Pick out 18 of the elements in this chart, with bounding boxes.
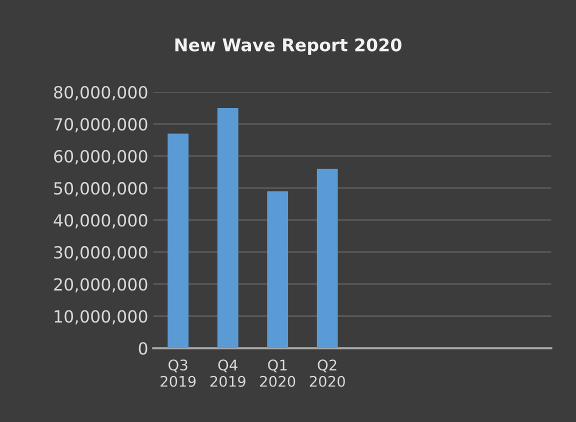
y-tick-label: 20,000,000 <box>54 278 148 292</box>
bar <box>267 191 288 348</box>
x-tick-label: Q3 2019 <box>160 360 196 387</box>
bar <box>217 108 238 348</box>
bar <box>316 168 338 348</box>
y-tick-label: 10,000,000 <box>54 310 148 324</box>
x-tick-label: Q2 2020 <box>310 360 345 387</box>
y-tick-label: 40,000,000 <box>54 214 148 228</box>
bar <box>168 134 189 348</box>
y-tick-label: 0 <box>138 342 148 355</box>
y-tick-label: 70,000,000 <box>54 118 148 132</box>
y-tick-label: 50,000,000 <box>54 182 148 196</box>
y-tick-label: 60,000,000 <box>54 150 148 164</box>
y-tick-label: 80,000,000 <box>54 86 148 100</box>
x-tick-label: Q1 2020 <box>260 360 296 387</box>
y-tick-label: 30,000,000 <box>54 246 148 260</box>
chart-title: New Wave Report 2020 <box>175 38 402 55</box>
x-tick-label: Q4 2019 <box>210 360 246 387</box>
